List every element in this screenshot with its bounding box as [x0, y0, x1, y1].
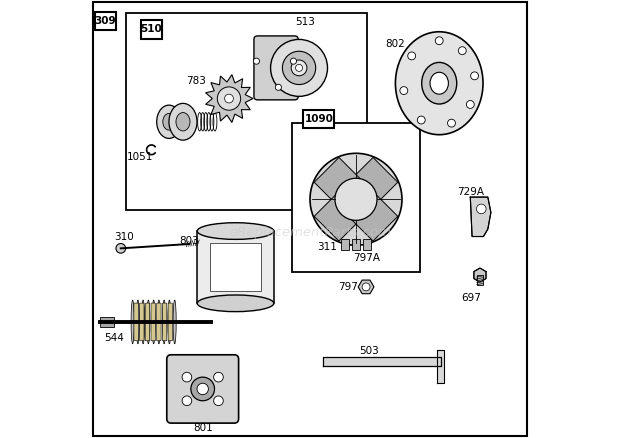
Ellipse shape [173, 300, 176, 344]
Text: 697: 697 [461, 293, 481, 303]
Bar [100, 317, 114, 327]
Bar [293, 123, 420, 272]
Circle shape [116, 244, 126, 253]
Polygon shape [206, 74, 253, 123]
Ellipse shape [197, 295, 274, 312]
FancyBboxPatch shape [151, 303, 156, 341]
Circle shape [275, 84, 281, 90]
Polygon shape [348, 191, 398, 241]
Text: 801: 801 [193, 424, 213, 433]
Circle shape [182, 396, 192, 406]
Ellipse shape [396, 32, 483, 134]
Text: 797A: 797A [353, 254, 381, 263]
Text: 309: 309 [95, 16, 117, 26]
Text: 1051: 1051 [127, 152, 153, 162]
FancyBboxPatch shape [140, 303, 144, 341]
Circle shape [214, 372, 223, 382]
Bar [210, 243, 261, 291]
Polygon shape [314, 191, 364, 241]
Circle shape [310, 153, 402, 245]
Ellipse shape [162, 300, 166, 344]
Polygon shape [323, 357, 441, 366]
Ellipse shape [430, 72, 448, 94]
Bar [95, 12, 116, 30]
FancyBboxPatch shape [168, 303, 172, 341]
Circle shape [254, 58, 260, 64]
Text: 729A: 729A [457, 187, 484, 197]
Bar [126, 13, 367, 210]
Circle shape [214, 396, 223, 406]
Ellipse shape [157, 300, 161, 344]
FancyBboxPatch shape [157, 303, 161, 341]
FancyBboxPatch shape [167, 355, 239, 423]
Circle shape [191, 377, 215, 401]
Text: 802: 802 [386, 39, 405, 49]
Ellipse shape [176, 113, 190, 131]
FancyBboxPatch shape [134, 303, 138, 341]
Circle shape [400, 87, 408, 95]
Ellipse shape [163, 113, 175, 130]
Bar [197, 231, 274, 303]
Text: 503: 503 [359, 346, 379, 356]
Circle shape [458, 47, 466, 55]
Ellipse shape [136, 300, 140, 344]
Polygon shape [314, 158, 364, 207]
Text: 310: 310 [114, 232, 134, 241]
Ellipse shape [152, 300, 155, 344]
Bar [352, 239, 360, 250]
Text: 797: 797 [339, 282, 358, 292]
Circle shape [476, 204, 486, 214]
FancyBboxPatch shape [145, 303, 149, 341]
Circle shape [182, 372, 192, 382]
Ellipse shape [168, 300, 171, 344]
Polygon shape [358, 280, 374, 294]
Text: eReplacementParts.com: eReplacementParts.com [229, 226, 391, 239]
Text: 1090: 1090 [304, 114, 333, 124]
Circle shape [218, 87, 241, 110]
Circle shape [270, 39, 327, 96]
Ellipse shape [131, 300, 134, 344]
Text: 803: 803 [180, 236, 200, 246]
Polygon shape [471, 197, 491, 237]
Ellipse shape [141, 300, 144, 344]
Text: 513: 513 [296, 17, 316, 27]
Circle shape [291, 60, 307, 76]
Circle shape [290, 58, 296, 64]
Circle shape [466, 100, 474, 108]
Bar [363, 239, 371, 250]
Circle shape [435, 37, 443, 45]
Bar [303, 110, 334, 128]
Bar [141, 20, 162, 39]
Text: 311: 311 [317, 243, 337, 252]
Ellipse shape [147, 300, 150, 344]
Ellipse shape [157, 105, 181, 138]
Circle shape [417, 116, 425, 124]
FancyBboxPatch shape [254, 36, 298, 100]
Text: 783: 783 [186, 76, 206, 86]
Ellipse shape [169, 103, 197, 140]
Circle shape [282, 51, 316, 85]
Bar [341, 239, 349, 250]
Circle shape [224, 94, 233, 103]
Circle shape [448, 119, 456, 127]
Ellipse shape [197, 223, 274, 239]
Circle shape [296, 64, 303, 71]
Polygon shape [348, 158, 398, 207]
Ellipse shape [422, 62, 457, 104]
Circle shape [408, 52, 415, 60]
Text: 544: 544 [104, 333, 124, 343]
Polygon shape [474, 268, 486, 282]
Text: 510: 510 [141, 25, 162, 34]
Circle shape [471, 72, 479, 80]
Polygon shape [437, 350, 443, 383]
Circle shape [197, 383, 208, 395]
FancyBboxPatch shape [162, 303, 167, 341]
Circle shape [362, 283, 370, 291]
Bar [477, 275, 482, 285]
Circle shape [335, 178, 377, 220]
